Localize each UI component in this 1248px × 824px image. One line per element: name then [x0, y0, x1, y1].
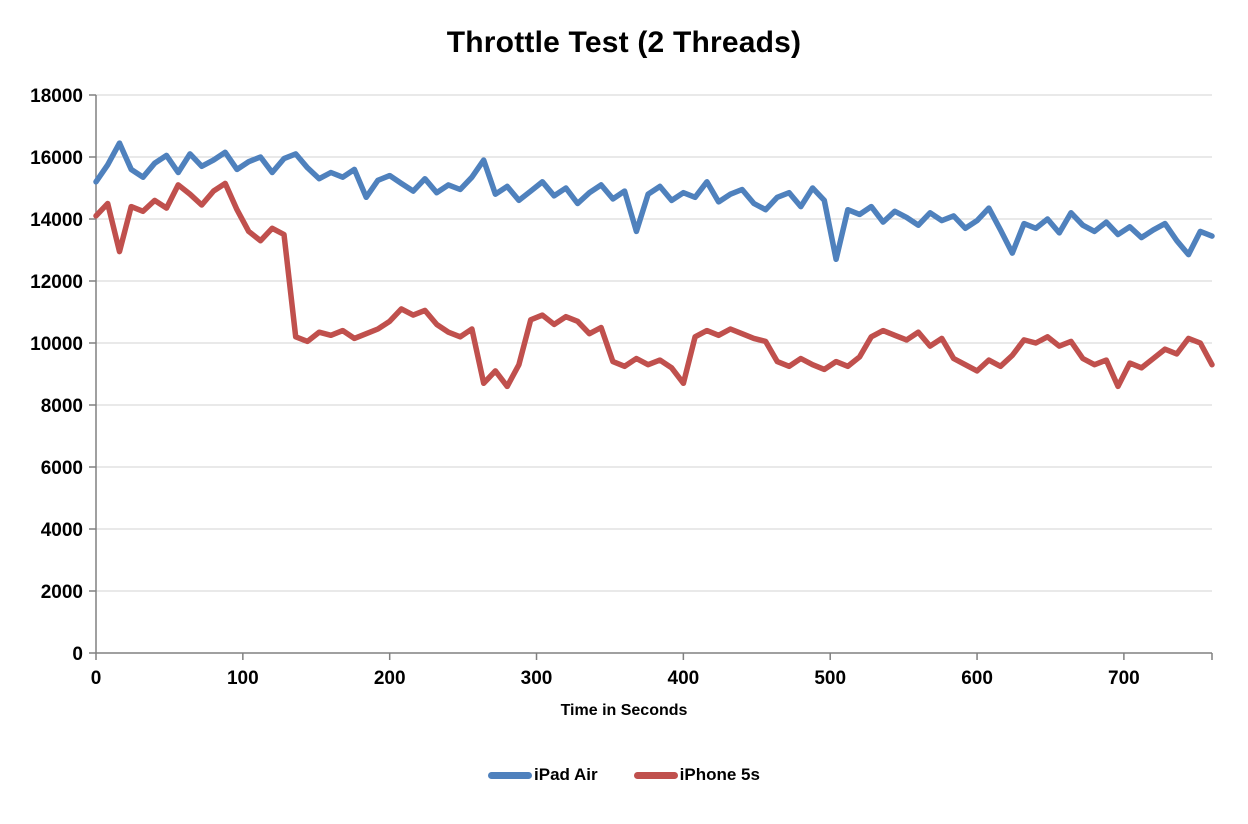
- series-line-ipad-air: [93, 140, 1215, 263]
- legend-label-ipad-air: iPad Air: [534, 765, 598, 784]
- y-tick-label: 6000: [41, 458, 83, 479]
- y-tick-label: 8000: [41, 396, 83, 417]
- legend-item-iphone-5s: iPhone 5s: [633, 765, 760, 785]
- x-tick-label: 200: [374, 668, 406, 689]
- chart-title: Throttle Test (2 Threads): [446, 26, 802, 59]
- x-tick-label: 500: [814, 668, 846, 689]
- y-tick-label: 14000: [30, 210, 83, 231]
- x-tick-label: 700: [1108, 668, 1140, 689]
- series-line-iphone-5s: [93, 180, 1215, 390]
- legend-swatch-iphone-5s: [633, 771, 678, 779]
- y-tick-label: 10000: [30, 334, 83, 355]
- x-tick-label: 400: [668, 668, 700, 689]
- x-tick-label: 0: [91, 668, 102, 689]
- legend-label-iphone-5s: iPhone 5s: [679, 765, 760, 784]
- x-tick-label: 600: [961, 668, 993, 689]
- legend-swatch-ipad-air: [488, 771, 533, 779]
- y-tick-label: 2000: [41, 582, 83, 603]
- y-tick-label: 12000: [30, 272, 83, 293]
- x-tick-label: 300: [521, 668, 553, 689]
- x-axis-label: Time in Seconds: [560, 702, 688, 719]
- y-tick-label: 0: [72, 644, 83, 665]
- y-tick-label: 18000: [30, 86, 83, 107]
- legend: iPad Air iPhone 5s: [0, 765, 1248, 785]
- y-tick-label: 4000: [41, 520, 83, 541]
- x-tick-label: 100: [227, 668, 259, 689]
- y-tick-label: 16000: [30, 148, 83, 169]
- legend-item-ipad-air: iPad Air: [488, 765, 598, 785]
